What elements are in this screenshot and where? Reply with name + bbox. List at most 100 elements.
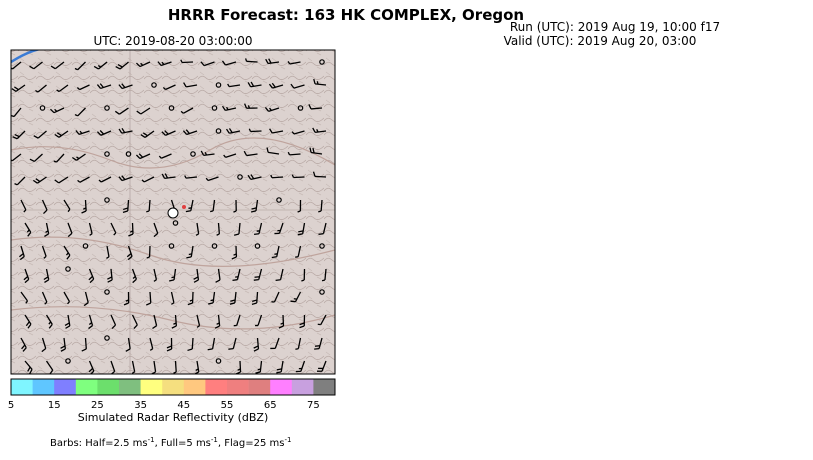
- map-wind-barb: [41, 245, 47, 259]
- map-wind-barb: [169, 268, 177, 282]
- map-calm-marker: [319, 243, 325, 249]
- map-calm-marker: [104, 197, 110, 203]
- barb-shaft: [139, 153, 151, 160]
- barb-shaft: [63, 337, 67, 349]
- map-wind-barb: [60, 337, 67, 352]
- barb-shaft: [33, 61, 43, 70]
- barb-shaft: [24, 360, 33, 370]
- barb-flag: [33, 135, 39, 139]
- barb-flag: [248, 128, 252, 132]
- map-wind-barb: [251, 291, 259, 306]
- map-wind-barb: [316, 360, 327, 372]
- map-calm-marker: [237, 174, 243, 180]
- barb-shaft: [58, 130, 69, 138]
- map-wind-barb: [67, 222, 73, 238]
- barb-shaft: [15, 84, 26, 92]
- barb-flag: [290, 300, 296, 303]
- barb-flag: [65, 325, 71, 329]
- barb-shaft: [250, 84, 262, 88]
- barb-flag: [312, 171, 316, 177]
- barb-shaft: [110, 222, 117, 234]
- barb-flag: [99, 130, 105, 135]
- map-wind-barb: [250, 199, 259, 213]
- map-wind-barb: [88, 360, 95, 374]
- barb-flag: [11, 114, 15, 118]
- barb-flag: [287, 151, 291, 156]
- barb-flag: [67, 301, 70, 305]
- map-wind-barb: [291, 130, 305, 135]
- barb-shaft: [321, 360, 327, 372]
- colorbar-segment: [270, 379, 293, 395]
- barb-flag: [233, 233, 240, 236]
- barb-shaft: [58, 176, 69, 184]
- fire-location-marker: [167, 207, 179, 219]
- barb-note-sup: -1: [211, 436, 218, 444]
- barb-flag: [265, 58, 269, 64]
- barb-flag: [128, 233, 134, 237]
- map-wind-barb: [318, 199, 323, 213]
- map-wind-barb: [187, 337, 194, 352]
- colorbar-tick-label: 25: [91, 400, 104, 411]
- barb-flag: [193, 276, 199, 280]
- barb-flag: [318, 233, 324, 235]
- barb-shaft: [225, 61, 237, 66]
- map-wind-barb: [96, 83, 112, 90]
- barb-shaft: [297, 245, 302, 257]
- barb-flag: [66, 254, 71, 260]
- map-wind-barb: [74, 61, 86, 71]
- map-calm-marker: [104, 105, 110, 111]
- map-wind-barb: [180, 107, 194, 114]
- colorbar-segment: [162, 379, 185, 395]
- map-wind-barb: [96, 130, 112, 136]
- map-wind-barb: [180, 59, 194, 64]
- barb-flag: [182, 130, 188, 135]
- map-wind-barb: [276, 360, 284, 374]
- barb-flag: [26, 229, 30, 233]
- map-wind-barb: [88, 314, 94, 330]
- barb-flag: [21, 344, 26, 350]
- barb-flag: [152, 325, 157, 330]
- barb-flag: [13, 86, 19, 91]
- barb-shaft: [191, 337, 194, 350]
- barb-shaft: [310, 107, 323, 110]
- barb-shaft: [173, 268, 177, 280]
- colorbar-segment: [313, 379, 336, 395]
- barb-shaft: [239, 360, 242, 373]
- map-wind-barb: [29, 153, 43, 163]
- barb-flag: [64, 322, 70, 326]
- barb-flag: [230, 299, 236, 302]
- barb-flag: [189, 299, 193, 302]
- colorbar-segment: [32, 379, 55, 395]
- barb-flag: [79, 130, 83, 134]
- barb-shaft: [297, 337, 302, 349]
- barb-shaft: [207, 176, 219, 182]
- barb-shaft: [54, 61, 65, 70]
- barb-shaft: [212, 291, 216, 303]
- map-wind-barb: [185, 199, 194, 213]
- barb-flag: [250, 174, 255, 180]
- map-wind-barb: [232, 268, 241, 281]
- fire-hotspot-marker: [182, 205, 186, 209]
- barb-flag: [76, 156, 80, 160]
- barb-flag: [228, 128, 233, 134]
- barb-shaft: [203, 153, 215, 157]
- map-wind-barb: [63, 291, 71, 305]
- barb-flag: [145, 302, 152, 306]
- barb-flag: [207, 348, 213, 351]
- map-wind-barb: [24, 222, 32, 237]
- map-wind-barb: [131, 268, 138, 284]
- map-wind-barb: [118, 175, 133, 182]
- barb-shaft: [315, 130, 327, 133]
- colorbar-segment: [97, 379, 120, 395]
- map-wind-barb: [295, 245, 302, 258]
- barb-flag: [54, 108, 58, 112]
- barb-flag: [171, 276, 175, 279]
- barb-flag: [19, 255, 25, 261]
- map-wind-barb: [223, 153, 237, 158]
- map-wind-barb: [118, 127, 133, 134]
- colorbar-tick-label: 45: [177, 400, 190, 411]
- map-wind-barb: [244, 103, 258, 109]
- barb-flag: [166, 345, 172, 349]
- barb-flag: [118, 128, 123, 134]
- barb-flag: [142, 132, 148, 137]
